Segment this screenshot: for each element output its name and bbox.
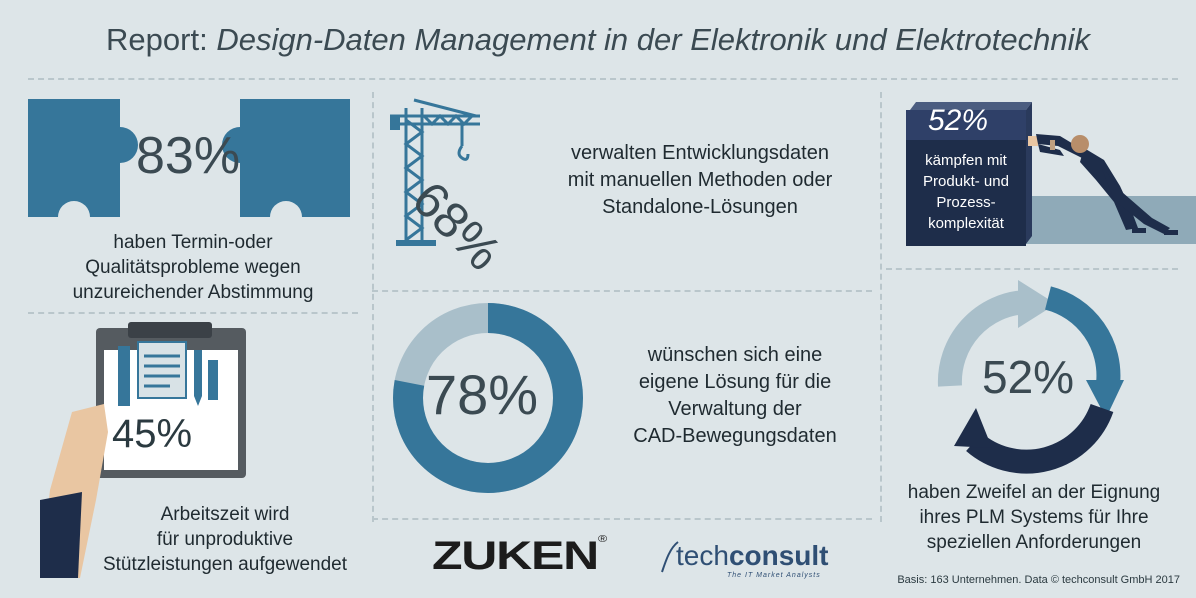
stat-52-value-box: 52% <box>928 104 989 137</box>
stat-78-line-2: eigene Lösung für die <box>638 371 832 393</box>
zuken-logo-text: ZUKEN <box>432 534 599 578</box>
divider-vertical-left <box>372 92 374 522</box>
divider-bottom-center <box>372 518 872 520</box>
page-title: Report: Design-Daten Management in der E… <box>0 22 1196 58</box>
stat-83-line-3: unzureichender Abstimmung <box>72 282 314 303</box>
techconsult-logo-part-1: tech <box>676 540 729 571</box>
stat-45-text: Arbeitszeit wird für unproduktive Stützl… <box>90 502 360 577</box>
stat-68-text: verwalten Entwicklungsdaten mit manuelle… <box>520 140 880 221</box>
stat-68-line-3: Standalone-Lösungen <box>602 196 798 218</box>
stat-78-line-1: wünschen sich eine <box>647 344 823 366</box>
techconsult-logo-part-2: consult <box>728 540 829 571</box>
stat-78-value: 78% <box>426 363 539 426</box>
techconsult-tagline: The IT Market Analysts <box>727 572 821 579</box>
stat-52-box-line-3: Prozess- <box>936 194 996 211</box>
divider-middle-right <box>886 268 1178 270</box>
stat-52-cycle-line-3: speziellen Anforderungen <box>926 532 1142 553</box>
divider-vertical-right <box>880 92 882 522</box>
techconsult-logo: techconsult <box>676 540 829 572</box>
donut-arc <box>393 303 583 493</box>
stat-45-line-3: Stützleistungen aufgewendet <box>102 554 347 575</box>
stat-52-box-text: kämpfen mit Produkt- und Prozess- komple… <box>906 150 1026 234</box>
stat-83-line-1: haben Termin-oder <box>113 232 273 253</box>
stat-78-line-3: Verwaltung der <box>668 398 802 420</box>
stat-52-cycle-text: haben Zweifel an der Eignung ihres PLM S… <box>886 480 1182 555</box>
cycle-arrows-icon <box>937 280 1124 474</box>
crane-icon <box>390 98 480 246</box>
stat-52-cycle-line-2: ihres PLM Systems für Ihre <box>919 507 1149 528</box>
clipboard-icon <box>40 322 246 578</box>
stat-83-value: 83% <box>136 127 241 185</box>
divider-top <box>28 78 1178 80</box>
stat-52-box-line-4: komplexität <box>928 215 1004 232</box>
stat-68-line-1: verwalten Entwicklungsdaten <box>571 142 829 164</box>
stat-52-box-line-1: kämpfen mit <box>925 152 1007 169</box>
stat-52-value-cycle: 52% <box>982 351 1075 403</box>
stat-83-line-2: Qualitätsprobleme wegen <box>85 257 301 278</box>
source-footnote: Basis: 163 Unternehmen. Data © techconsu… <box>897 574 1180 586</box>
donut-chart <box>393 303 583 493</box>
stat-45-value: 45% <box>112 412 193 456</box>
zuken-registered-mark: ® <box>597 534 607 545</box>
title-italic: Design-Daten Management in der Elektroni… <box>216 22 1090 57</box>
divider-middle-left <box>28 312 358 314</box>
zuken-logo: ZUKEN® <box>432 534 607 579</box>
stat-52-box-line-2: Produkt- und <box>923 173 1009 190</box>
stat-45-line-2: für unproduktive <box>156 529 294 550</box>
pushing-box-illustration <box>906 102 1196 246</box>
stat-78-text: wünschen sich eine eigene Lösung für die… <box>610 342 860 450</box>
techconsult-swoosh-icon <box>661 541 679 573</box>
stat-78-line-4: CAD-Bewegungsdaten <box>633 425 837 447</box>
divider-middle-center <box>372 290 872 292</box>
stat-83-text: haben Termin-oder Qualitätsprobleme wege… <box>28 230 358 305</box>
title-prefix: Report: <box>106 22 208 57</box>
stat-68-line-2: mit manuellen Methoden oder <box>567 169 833 191</box>
stat-45-line-1: Arbeitszeit wird <box>160 504 290 525</box>
stat-52-cycle-line-1: haben Zweifel an der Eignung <box>907 482 1161 503</box>
puzzle-icon <box>28 99 350 217</box>
